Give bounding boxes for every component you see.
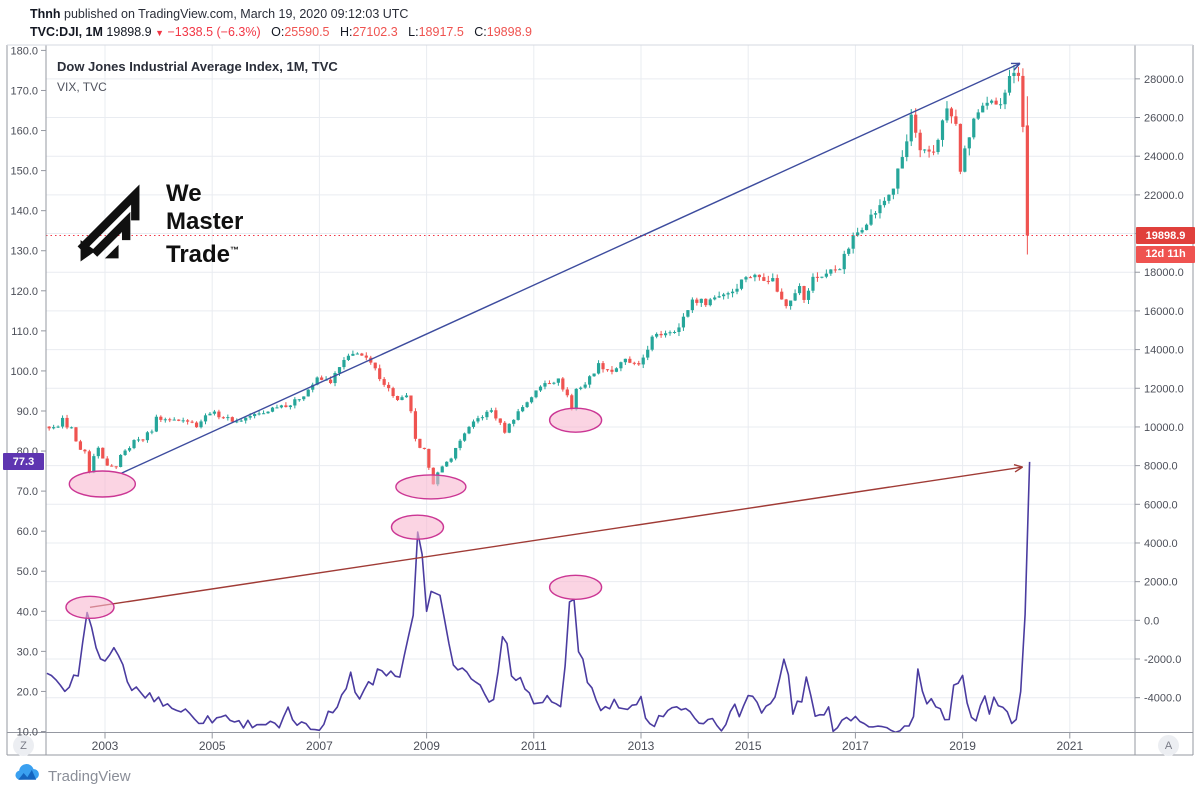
- watermark-line-1: We: [166, 180, 202, 207]
- svg-text:28000.0: 28000.0: [1144, 74, 1184, 86]
- svg-text:2015: 2015: [735, 739, 762, 753]
- svg-text:26000.0: 26000.0: [1144, 113, 1184, 125]
- highlight-ellipse: [395, 474, 467, 500]
- svg-text:14000.0: 14000.0: [1144, 345, 1184, 357]
- publisher-line: Thnh published on TradingView.com, March…: [30, 5, 408, 23]
- svg-text:2000.0: 2000.0: [1144, 577, 1178, 589]
- svg-text:2019: 2019: [949, 739, 976, 753]
- svg-text:140.0: 140.0: [10, 206, 38, 218]
- svg-text:150.0: 150.0: [10, 166, 38, 178]
- svg-text:160.0: 160.0: [10, 126, 38, 138]
- svg-text:2021: 2021: [1056, 739, 1083, 753]
- close-label: C:: [474, 25, 487, 39]
- watermark-text: We Master Trade™: [166, 180, 243, 269]
- close-value: 19898.9: [486, 25, 532, 39]
- watermark-line-2: Master: [166, 208, 244, 235]
- vix-line: [46, 461, 1031, 734]
- chart-frame: [6, 44, 1194, 756]
- axis-ticks: [41, 49, 1140, 739]
- svg-text:20.0: 20.0: [17, 686, 38, 698]
- tradingview-brand-link[interactable]: TradingView: [48, 767, 131, 785]
- svg-text:8000.0: 8000.0: [1144, 461, 1178, 473]
- svg-text:2005: 2005: [199, 739, 226, 753]
- svg-text:2011: 2011: [521, 739, 547, 753]
- svg-text:90.0: 90.0: [17, 406, 38, 418]
- gridlines: [46, 45, 1135, 733]
- dji-candles: [47, 64, 1029, 487]
- low-label: L:: [408, 25, 419, 39]
- low-value: 18917.5: [418, 25, 464, 39]
- svg-text:60.0: 60.0: [17, 526, 38, 538]
- symbol-name: TVC:DJI, 1M: [30, 25, 103, 39]
- highlight-ellipse: [68, 470, 137, 498]
- svg-text:18000.0: 18000.0: [1144, 267, 1184, 279]
- publisher-name: Thnh: [30, 7, 61, 21]
- svg-text:110.0: 110.0: [11, 326, 38, 338]
- svg-text:30.0: 30.0: [17, 646, 38, 658]
- trademark-symbol: ™: [230, 245, 240, 255]
- svg-text:12000.0: 12000.0: [1144, 383, 1184, 395]
- svg-text:170.0: 170.0: [10, 85, 38, 97]
- watermark-logo: We Master Trade™: [76, 180, 243, 281]
- highlight-ellipse: [390, 514, 445, 540]
- svg-text:100.0: 100.0: [10, 366, 38, 378]
- svg-text:24000.0: 24000.0: [1144, 151, 1184, 163]
- price-change: −1338.5 (−6.3%): [167, 25, 261, 39]
- tradingview-logo-icon[interactable]: [14, 764, 41, 788]
- vix-current-value-chip: 77.3: [3, 453, 44, 471]
- legend-main-series: Dow Jones Industrial Average Index, 1M, …: [57, 59, 338, 74]
- last-price-chip: 19898.9: [1136, 227, 1195, 244]
- watermark-line-3: Trade™: [166, 241, 240, 268]
- svg-text:70.0: 70.0: [17, 486, 38, 498]
- footer-bar: TradingView: [14, 764, 131, 788]
- svg-text:2013: 2013: [628, 739, 655, 753]
- open-label: O:: [271, 25, 285, 39]
- chart-legend: Dow Jones Industrial Average Index, 1M, …: [57, 57, 338, 97]
- bar-countdown-chip: 12d 11h: [1136, 245, 1195, 263]
- highlight-ellipse: [548, 407, 603, 433]
- svg-text:-4000.0: -4000.0: [1144, 693, 1181, 705]
- last-price: 19898.9: [106, 25, 152, 39]
- svg-text:2017: 2017: [842, 739, 869, 753]
- timezone-button[interactable]: Z: [13, 735, 34, 756]
- svg-text:6000.0: 6000.0: [1144, 499, 1178, 511]
- svg-text:22000.0: 22000.0: [1144, 190, 1184, 202]
- down-arrow-icon: ▼: [155, 28, 165, 38]
- svg-text:180.0: 180.0: [10, 45, 38, 57]
- svg-text:10000.0: 10000.0: [1144, 422, 1184, 434]
- svg-text:2009: 2009: [413, 739, 440, 753]
- svg-text:4000.0: 4000.0: [1144, 538, 1178, 550]
- svg-text:40.0: 40.0: [17, 606, 38, 618]
- high-label: H:: [339, 25, 353, 39]
- we-master-trade-icon: [76, 180, 152, 281]
- svg-text:2007: 2007: [306, 739, 333, 753]
- svg-text:130.0: 130.0: [10, 246, 38, 258]
- svg-text:2003: 2003: [92, 739, 119, 753]
- svg-text:0.0: 0.0: [1144, 615, 1159, 627]
- auto-scale-button[interactable]: A: [1158, 735, 1179, 756]
- svg-text:16000.0: 16000.0: [1144, 306, 1184, 318]
- svg-text:-2000.0: -2000.0: [1144, 654, 1181, 666]
- high-value: 27102.3: [352, 25, 398, 39]
- svg-text:120.0: 120.0: [10, 286, 38, 298]
- symbol-info-line: TVC:DJI, 1M 19898.9 ▼ −1338.5 (−6.3%) O:…: [30, 23, 532, 42]
- highlight-ellipse: [65, 595, 115, 619]
- publisher-rest: published on TradingView.com, March 19, …: [60, 7, 409, 21]
- legend-overlay-series: VIX, TVC: [57, 80, 107, 94]
- open-value: 25590.5: [284, 25, 330, 39]
- svg-text:50.0: 50.0: [17, 566, 38, 578]
- highlight-ellipse: [548, 574, 603, 600]
